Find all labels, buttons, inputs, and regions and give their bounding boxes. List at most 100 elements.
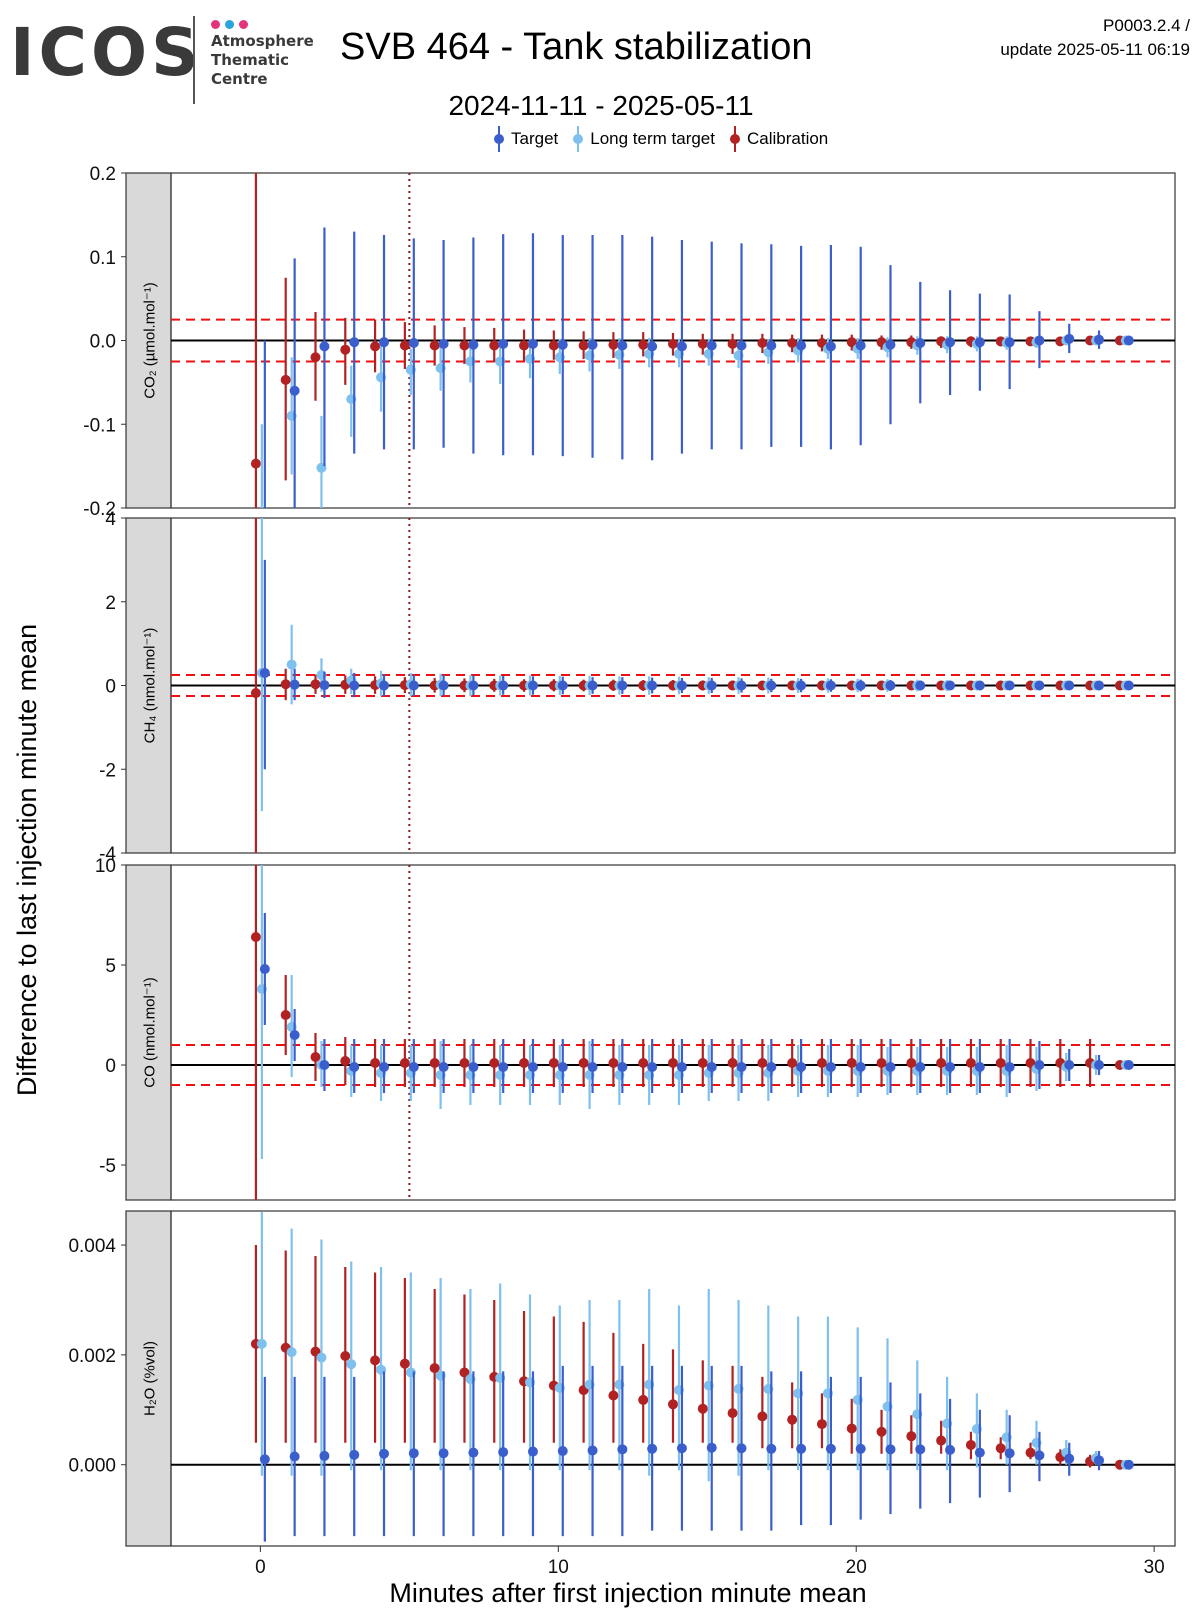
- data-point: [906, 1058, 917, 1068]
- data-point: [608, 1390, 619, 1401]
- panel-plot-area: [171, 173, 1175, 508]
- data-point: [459, 340, 470, 351]
- logo-line-1: Atmosphere: [211, 32, 314, 50]
- data-point: [289, 385, 300, 396]
- data-point: [250, 688, 261, 699]
- data-point: [289, 679, 300, 690]
- data-point: [459, 1367, 470, 1378]
- x-tick-label: 0: [255, 1557, 266, 1578]
- data-point: [379, 337, 390, 348]
- version-info: P0003.2.4 / update 2025-05-11 06:19: [1000, 14, 1190, 62]
- x-tick-label: 20: [846, 1557, 867, 1578]
- data-point: [527, 1062, 538, 1072]
- data-point: [825, 680, 836, 691]
- data-point: [676, 680, 687, 691]
- data-point: [915, 338, 926, 349]
- data-point: [438, 1448, 449, 1459]
- data-point: [638, 1394, 649, 1405]
- data-point: [459, 1058, 470, 1068]
- panel-plot-area: [171, 865, 1175, 1200]
- data-point: [527, 1446, 538, 1457]
- series-long-term-target: [260, 335, 1131, 508]
- logo-line-3: Centre: [211, 70, 268, 88]
- data-point: [825, 1443, 836, 1454]
- legend-label-calibration: Calibration: [747, 129, 829, 148]
- data-point: [647, 1443, 658, 1454]
- data-point: [1123, 680, 1134, 691]
- legend-item-long-term-target: Long term target: [572, 124, 715, 154]
- data-point: [399, 340, 410, 351]
- data-point: [706, 680, 717, 691]
- series-long-term-target: [256, 865, 1131, 1159]
- y-tick-label: -0.1: [83, 415, 116, 436]
- data-point: [796, 340, 807, 351]
- date-range-text: 2024-11-11 - 2025-05-11: [448, 90, 754, 121]
- data-point: [578, 340, 589, 351]
- legend: Target Long term target Calibration: [493, 124, 842, 154]
- data-point: [706, 1062, 717, 1072]
- data-point: [349, 337, 360, 348]
- data-point: [846, 1423, 857, 1434]
- data-point: [736, 680, 747, 691]
- y-tick-label: 0.004: [68, 1236, 116, 1257]
- data-point: [498, 1062, 509, 1072]
- panel-border: [170, 1210, 1176, 1547]
- data-point: [885, 1444, 896, 1455]
- data-point: [706, 1442, 717, 1453]
- data-point: [1064, 1453, 1075, 1464]
- y-tick-label: -0.2: [83, 499, 116, 520]
- data-point: [429, 1058, 440, 1068]
- data-point: [1034, 1060, 1045, 1070]
- data-point: [825, 341, 836, 352]
- data-point: [408, 338, 419, 349]
- data-point: [408, 1448, 419, 1459]
- data-point: [468, 1447, 479, 1458]
- data-point: [250, 458, 261, 469]
- data-point: [587, 1445, 598, 1456]
- data-point: [1004, 1062, 1015, 1072]
- panel-plot-area: [171, 1212, 1175, 1542]
- y-tick-label: 0: [105, 1056, 116, 1077]
- data-point: [349, 680, 360, 691]
- data-point: [608, 339, 619, 350]
- data-point: [965, 1439, 976, 1450]
- data-point: [846, 337, 857, 348]
- data-point: [757, 338, 768, 349]
- series-calibration: [250, 1245, 1125, 1470]
- data-point: [557, 1445, 568, 1456]
- data-point: [548, 340, 559, 351]
- data-point: [885, 339, 896, 350]
- data-point: [438, 338, 449, 349]
- data-point: [370, 1058, 381, 1068]
- data-point: [915, 1444, 926, 1455]
- data-point: [787, 1414, 798, 1425]
- panel-strip-label: CH₄ (nmol.mol⁻¹): [142, 628, 159, 744]
- data-point: [736, 340, 747, 351]
- data-point: [379, 1062, 390, 1072]
- data-point: [346, 1359, 357, 1370]
- data-point: [289, 1451, 300, 1462]
- panel-strip-label: CO (nmol.mol⁻¹): [142, 977, 159, 1087]
- data-point: [429, 1363, 440, 1374]
- data-point: [965, 1058, 976, 1068]
- data-point: [1094, 334, 1105, 345]
- icos-logo: ICOS: [10, 14, 203, 91]
- data-point: [259, 1454, 270, 1465]
- data-point: [876, 1058, 887, 1068]
- data-point: [548, 1058, 559, 1068]
- data-point: [1064, 680, 1075, 691]
- data-point: [697, 1058, 708, 1068]
- data-point: [310, 352, 321, 363]
- data-point: [995, 1443, 1006, 1454]
- data-point: [647, 1062, 658, 1072]
- data-point: [438, 1062, 449, 1072]
- data-point: [945, 1444, 956, 1455]
- data-point: [906, 1431, 917, 1442]
- legend-key-calibration: [729, 124, 741, 154]
- data-point: [816, 1419, 827, 1430]
- data-point: [557, 680, 568, 691]
- data-point: [816, 1058, 827, 1068]
- data-point: [1034, 335, 1045, 346]
- logo-dot-3: [239, 20, 248, 29]
- legend-key-target: [493, 124, 505, 154]
